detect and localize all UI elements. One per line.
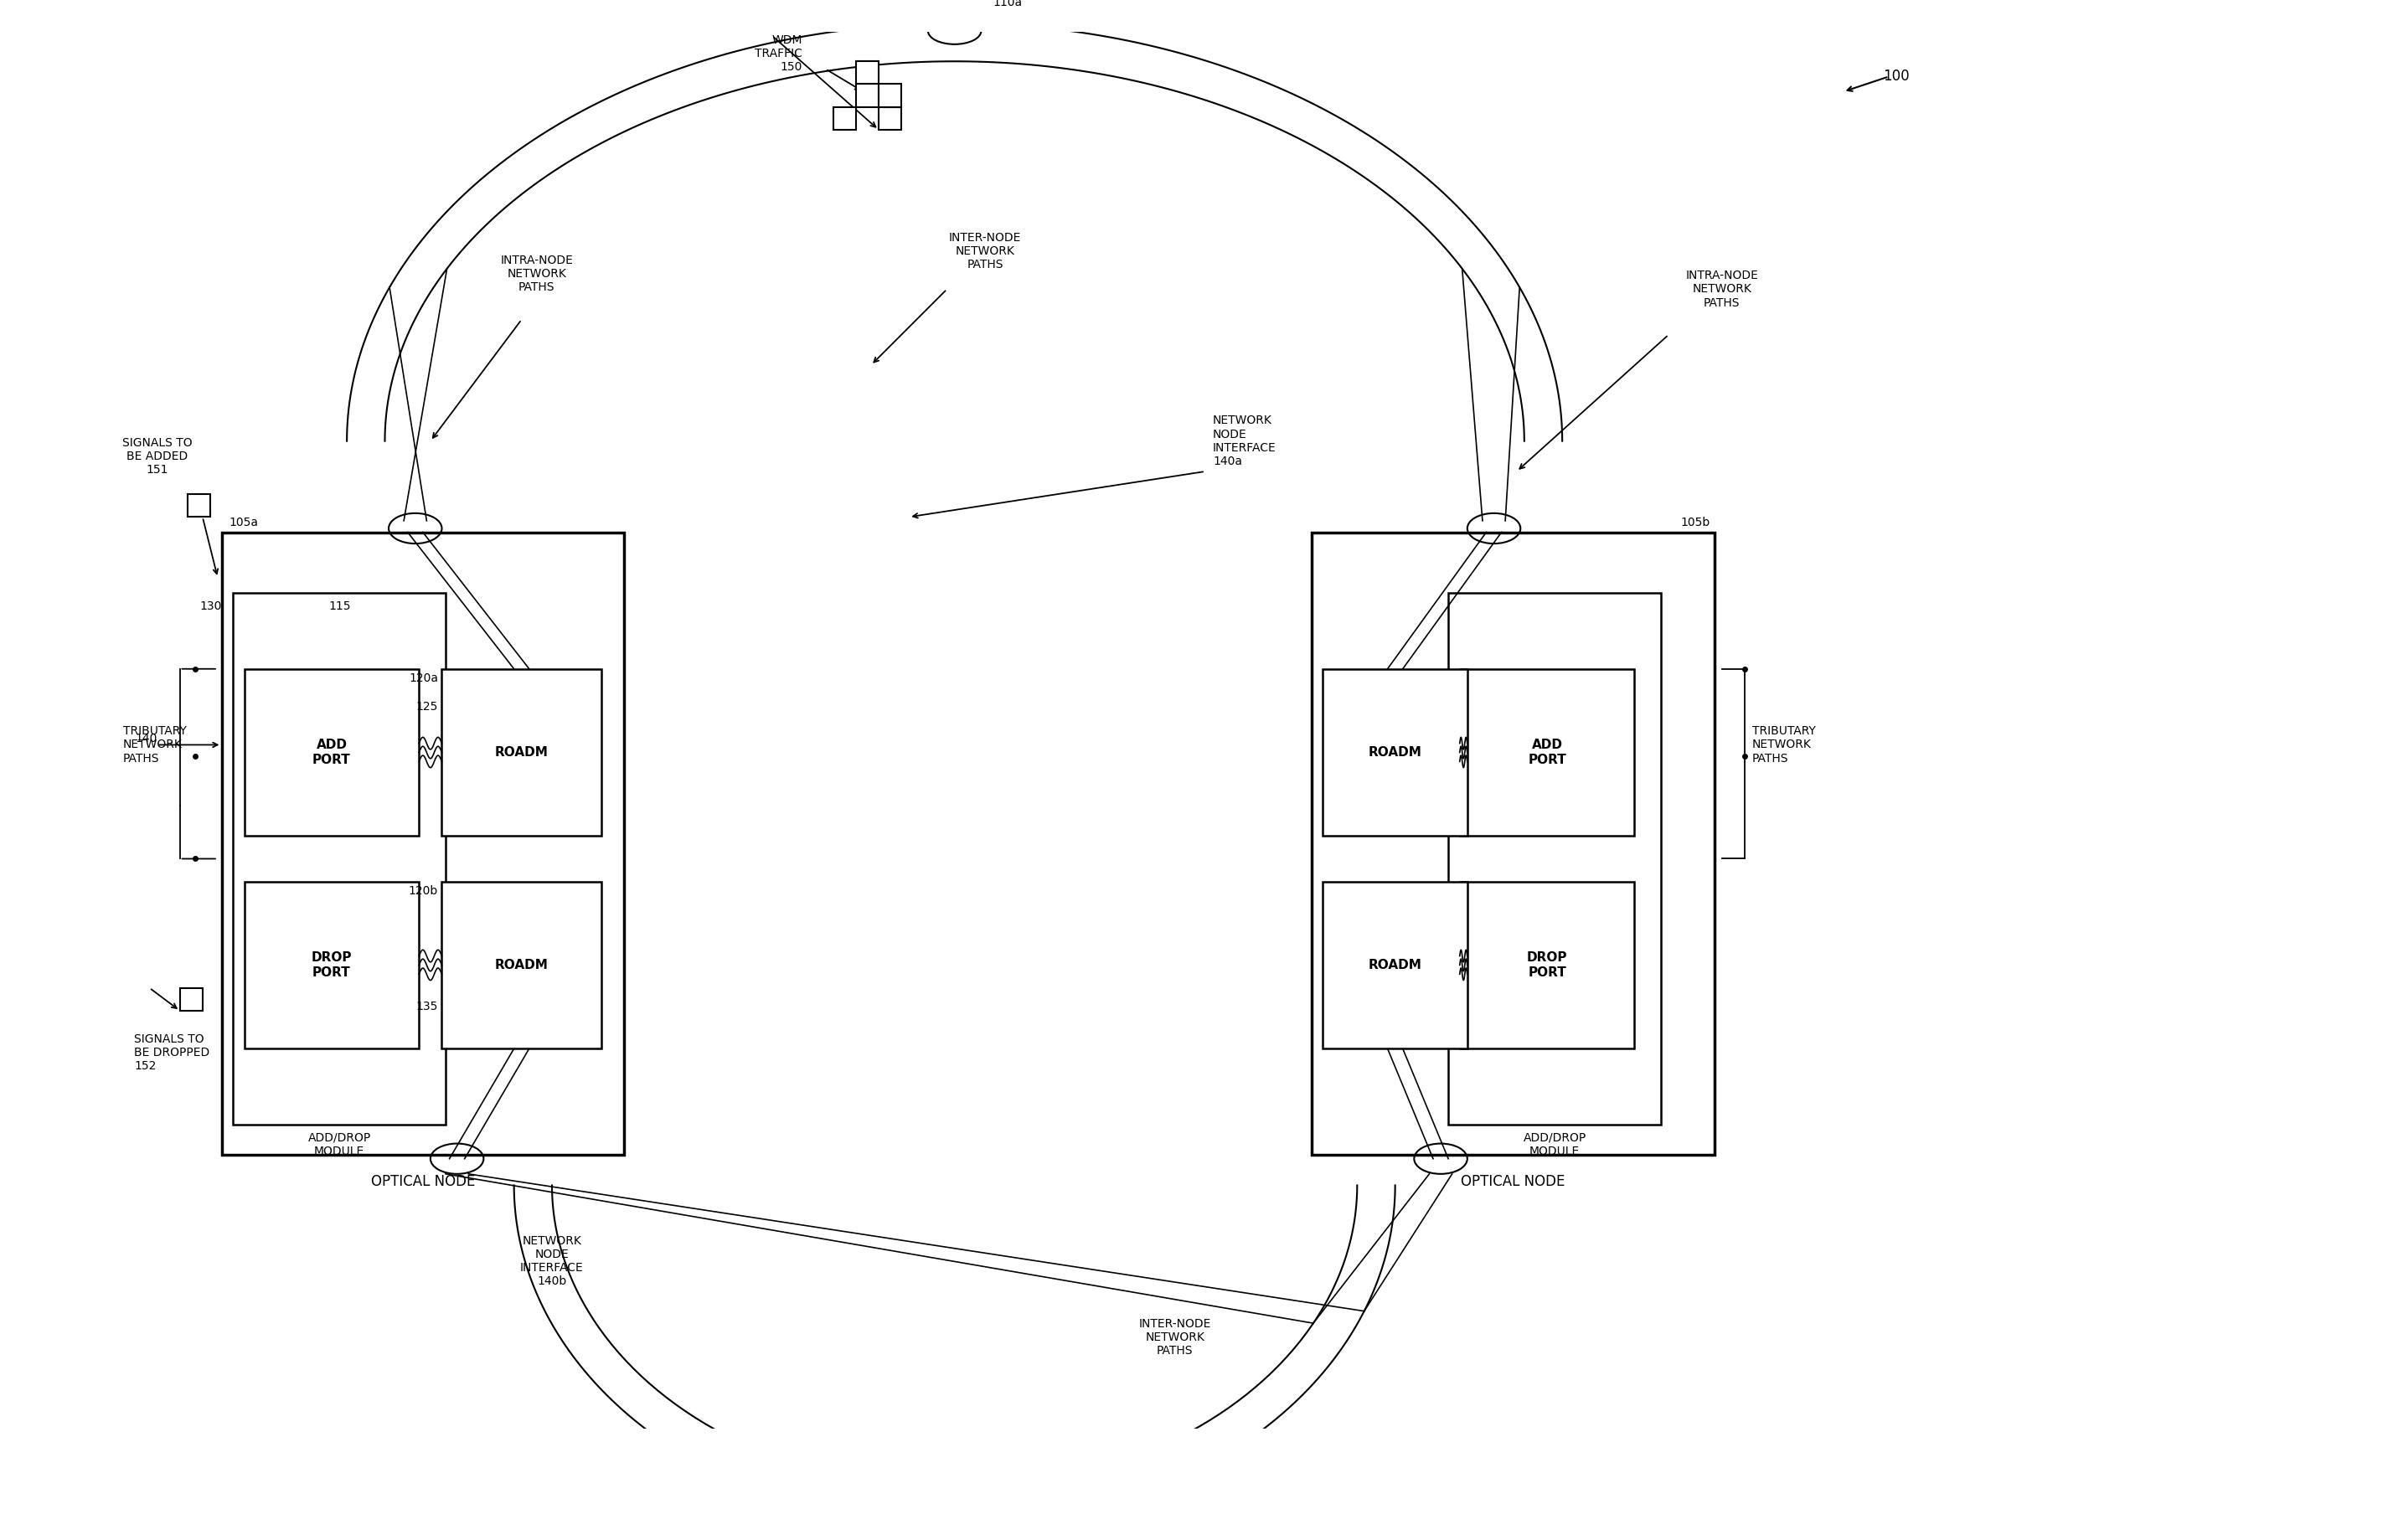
FancyBboxPatch shape [1323, 668, 1467, 836]
Text: 140: 140 [134, 733, 158, 745]
Text: ROADM: ROADM [1369, 747, 1421, 759]
FancyBboxPatch shape [223, 533, 625, 1155]
Text: 130: 130 [199, 601, 223, 613]
FancyBboxPatch shape [1323, 881, 1467, 1049]
Text: INTRA-NODE
NETWORK
PATHS: INTRA-NODE NETWORK PATHS [1685, 270, 1759, 308]
Text: ROADM: ROADM [1369, 959, 1421, 972]
Text: TRIBUTARY
NETWORK
PATHS: TRIBUTARY NETWORK PATHS [122, 725, 187, 764]
Text: ADD
PORT: ADD PORT [313, 739, 352, 765]
FancyBboxPatch shape [1460, 881, 1634, 1049]
FancyBboxPatch shape [443, 881, 601, 1049]
Text: WDM
TRAFFIC
150: WDM TRAFFIC 150 [756, 34, 802, 74]
Text: 100: 100 [1883, 69, 1910, 85]
Text: INTRA-NODE
NETWORK
PATHS: INTRA-NODE NETWORK PATHS [500, 254, 574, 294]
Bar [833, 106, 857, 129]
Text: SIGNALS TO
BE DROPPED
152: SIGNALS TO BE DROPPED 152 [134, 1033, 211, 1072]
Text: INTER-NODE
NETWORK
PATHS: INTER-NODE NETWORK PATHS [948, 231, 1022, 271]
Text: OPTICAL NODE: OPTICAL NODE [371, 1173, 474, 1189]
Text: TRIBUTARY
NETWORK
PATHS: TRIBUTARY NETWORK PATHS [1752, 725, 1816, 764]
Text: SIGNALS TO
BE ADDED
151: SIGNALS TO BE ADDED 151 [122, 437, 191, 476]
Text: 115: 115 [328, 601, 352, 613]
Text: ADD/DROP
MODULE: ADD/DROP MODULE [309, 1132, 371, 1158]
Text: 110a: 110a [993, 0, 1022, 8]
Text: ADD
PORT: ADD PORT [1527, 739, 1567, 765]
Bar [857, 85, 878, 106]
Text: INTER-NODE
NETWORK
PATHS: INTER-NODE NETWORK PATHS [1139, 1318, 1211, 1357]
Text: ADD/DROP
MODULE: ADD/DROP MODULE [1522, 1132, 1587, 1158]
FancyBboxPatch shape [244, 881, 419, 1049]
Text: 135: 135 [416, 1001, 438, 1013]
Text: NETWORK
NODE
INTERFACE
140a: NETWORK NODE INTERFACE 140a [1213, 414, 1275, 467]
Bar [179, 987, 203, 1010]
FancyBboxPatch shape [1311, 533, 1713, 1155]
FancyBboxPatch shape [1460, 668, 1634, 836]
Text: NETWORK
NODE
INTERFACE
140b: NETWORK NODE INTERFACE 140b [519, 1235, 584, 1287]
Bar [857, 62, 878, 85]
Text: 125: 125 [416, 701, 438, 713]
Text: 120a: 120a [409, 673, 438, 684]
Text: OPTICAL NODE: OPTICAL NODE [1460, 1173, 1565, 1189]
FancyBboxPatch shape [244, 668, 419, 836]
Text: DROP
PORT: DROP PORT [1527, 952, 1567, 978]
Text: 120b: 120b [409, 886, 438, 898]
Text: DROP
PORT: DROP PORT [311, 952, 352, 978]
Text: 105b: 105b [1680, 516, 1711, 528]
FancyBboxPatch shape [443, 668, 601, 836]
Text: ROADM: ROADM [495, 747, 548, 759]
Bar [187, 494, 211, 517]
Bar [878, 85, 902, 106]
Text: ROADM: ROADM [495, 959, 548, 972]
Text: 105a: 105a [230, 516, 258, 528]
FancyBboxPatch shape [1448, 593, 1661, 1124]
FancyBboxPatch shape [232, 593, 445, 1124]
Bar [878, 106, 902, 129]
